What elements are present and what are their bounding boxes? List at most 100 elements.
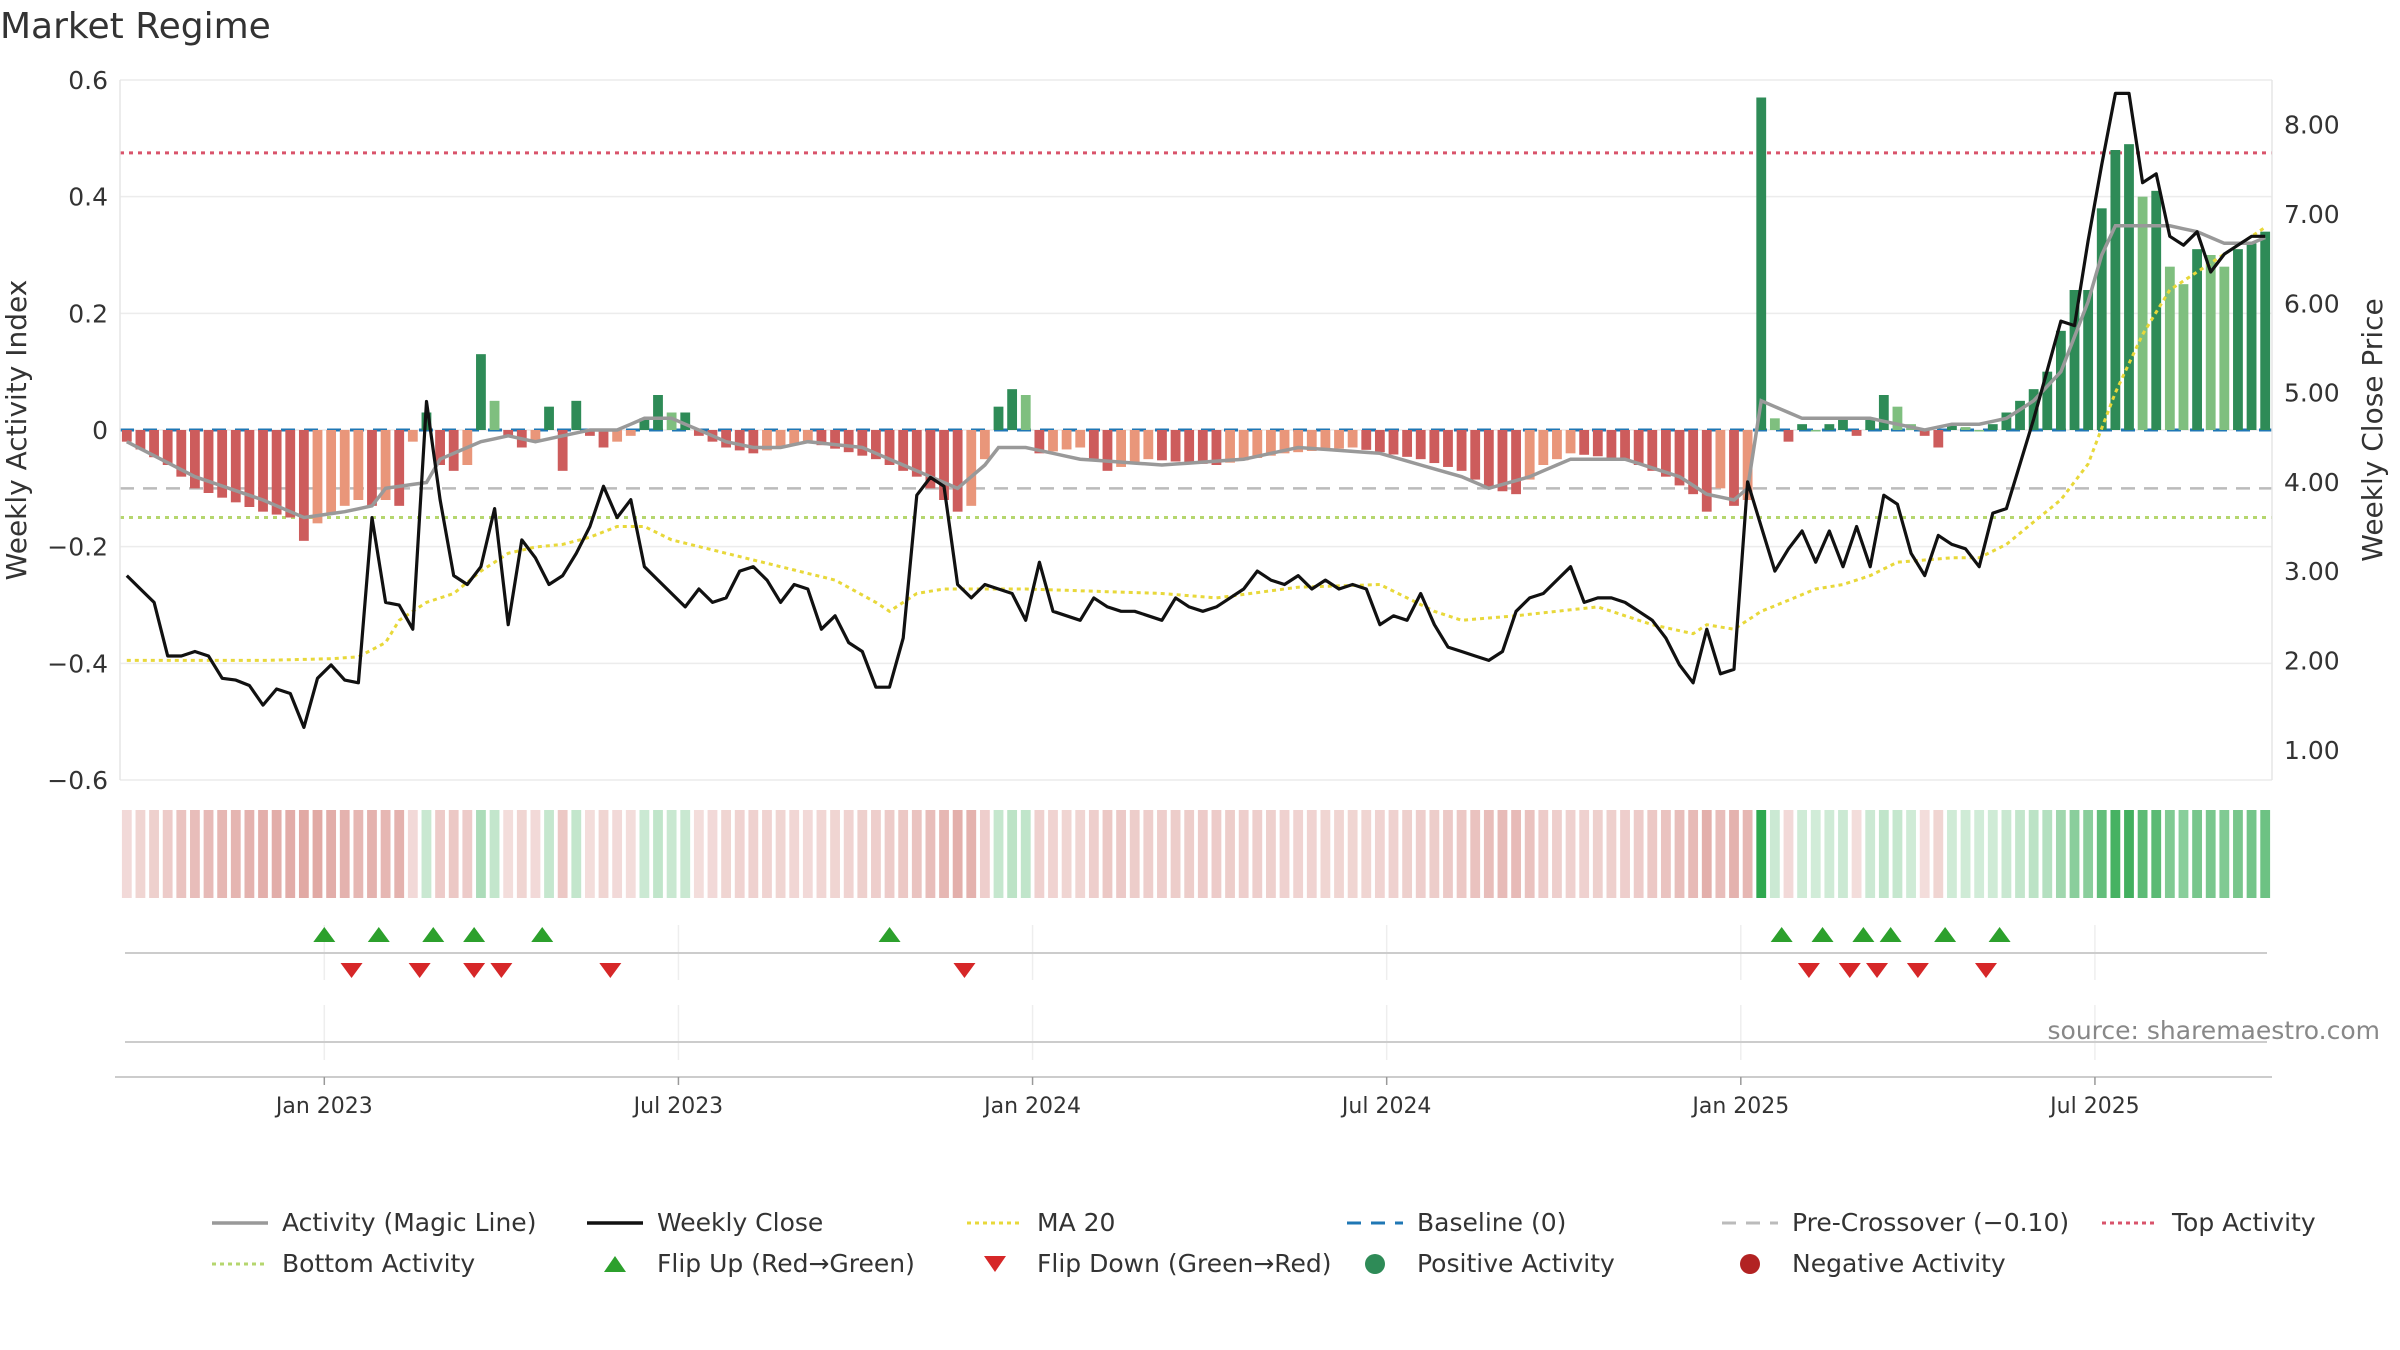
activity-bar: [1947, 424, 1957, 430]
heat-cell: [203, 810, 214, 898]
heat-cell: [1415, 810, 1426, 898]
heat-cell: [1633, 810, 1644, 898]
activity-bar: [625, 430, 636, 436]
activity-bar: [1620, 430, 1630, 460]
activity-bar: [2246, 243, 2257, 430]
activity-bars: [121, 97, 2271, 541]
x-tick-label: Jan 2024: [982, 1094, 1081, 1119]
heat-cell: [1129, 810, 1140, 898]
activity-bar: [2192, 249, 2202, 430]
y-tick-label: 0.2: [68, 299, 108, 328]
flip-down-marker: [1797, 963, 1820, 978]
activity-bar: [1197, 430, 1208, 464]
activity-bar: [748, 430, 759, 454]
flip-down-marker: [1906, 963, 1929, 978]
activity-bar: [244, 430, 255, 507]
activity-bar: [612, 430, 623, 442]
heat-cell: [1824, 810, 1835, 898]
activity-bar: [2096, 208, 2107, 430]
y-axis-label: Weekly Activity Index: [0, 280, 33, 581]
activity-bar: [925, 430, 936, 489]
activity-bar: [789, 430, 800, 445]
activity-bar: [1334, 430, 1344, 449]
activity-bar: [339, 430, 350, 506]
heat-cell: [2192, 810, 2202, 898]
heat-cell: [1116, 810, 1126, 898]
legend-symbol: [1740, 1253, 1760, 1274]
activity-bar: [979, 430, 990, 460]
heat-cell: [1701, 810, 1712, 898]
heat-cell: [1647, 810, 1658, 898]
heat-cell: [230, 810, 241, 898]
heat-cell: [1933, 810, 1944, 898]
activity-bar: [571, 400, 582, 430]
heat-cell: [1592, 810, 1603, 898]
heat-cell: [557, 810, 568, 898]
activity-bar: [121, 430, 132, 442]
activity-bar: [2178, 284, 2189, 430]
activity-bar: [1524, 430, 1535, 480]
heat-cell: [162, 810, 173, 898]
legend-label: Positive Activity: [1417, 1249, 1615, 1278]
heat-cell: [1987, 810, 1998, 898]
activity-bar: [1688, 430, 1699, 495]
heat-cell: [1306, 810, 1317, 898]
heat-cell: [625, 810, 636, 898]
heat-cell: [380, 810, 391, 898]
activity-bar: [190, 430, 200, 489]
activity-bar: [1933, 430, 1944, 448]
heat-cell: [612, 810, 623, 898]
heat-cell: [707, 810, 718, 898]
heat-cell: [857, 810, 868, 898]
heat-cell: [1524, 810, 1535, 898]
source-label: source: sharemaestro.com: [2047, 1016, 2381, 1045]
heat-cell: [1742, 810, 1753, 898]
heat-cell: [2205, 810, 2216, 898]
activity-bar: [489, 400, 500, 430]
heat-cell: [666, 810, 677, 898]
activity-bar: [1511, 430, 1521, 495]
heat-cell: [1238, 810, 1249, 898]
heat-cell: [1865, 810, 1876, 898]
heat-cell: [1184, 810, 1195, 898]
activity-bar: [557, 430, 568, 471]
y-tick-label: 0.4: [68, 183, 108, 212]
heat-cell: [2015, 810, 2025, 898]
heat-cell: [1143, 810, 1154, 898]
flip-up-marker: [1770, 927, 1793, 942]
activity-bar: [1252, 430, 1263, 458]
heat-cell: [653, 810, 663, 898]
legend-item: Flip Up (Red→Green): [585, 1249, 965, 1278]
heat-cell: [2137, 810, 2148, 898]
heat-cell: [190, 810, 200, 898]
activity-bar: [2137, 196, 2148, 430]
heat-cell: [1552, 810, 1562, 898]
activity-bar: [1565, 430, 1576, 454]
activity-bar: [1388, 430, 1399, 455]
activity-bar: [2055, 330, 2066, 430]
y2-tick-label: 6.00: [2284, 289, 2340, 318]
heat-cell: [1906, 810, 1916, 898]
heat-cell: [1266, 810, 1276, 898]
legend-symbol: [587, 1220, 643, 1225]
activity-bar: [1701, 430, 1712, 512]
flip-down-marker: [1866, 963, 1889, 978]
heat-cell: [721, 810, 732, 898]
heat-cell: [1157, 810, 1167, 898]
heat-cell: [1810, 810, 1821, 898]
activity-bar: [1306, 430, 1317, 451]
heat-cell: [1960, 810, 1971, 898]
heat-cell: [598, 810, 609, 898]
activity-bar: [1769, 418, 1780, 430]
activity-bar: [1293, 430, 1304, 453]
heat-cell: [516, 810, 527, 898]
heat-cell: [1007, 810, 1018, 898]
heat-cell: [407, 810, 418, 898]
activity-bar: [230, 430, 241, 503]
activity-bar: [1211, 430, 1222, 465]
activity-bar: [162, 430, 173, 465]
legend-symbol: [212, 1220, 268, 1225]
heat-cell: [1538, 810, 1549, 898]
activity-bar: [1824, 424, 1835, 430]
heat-cell: [1838, 810, 1848, 898]
